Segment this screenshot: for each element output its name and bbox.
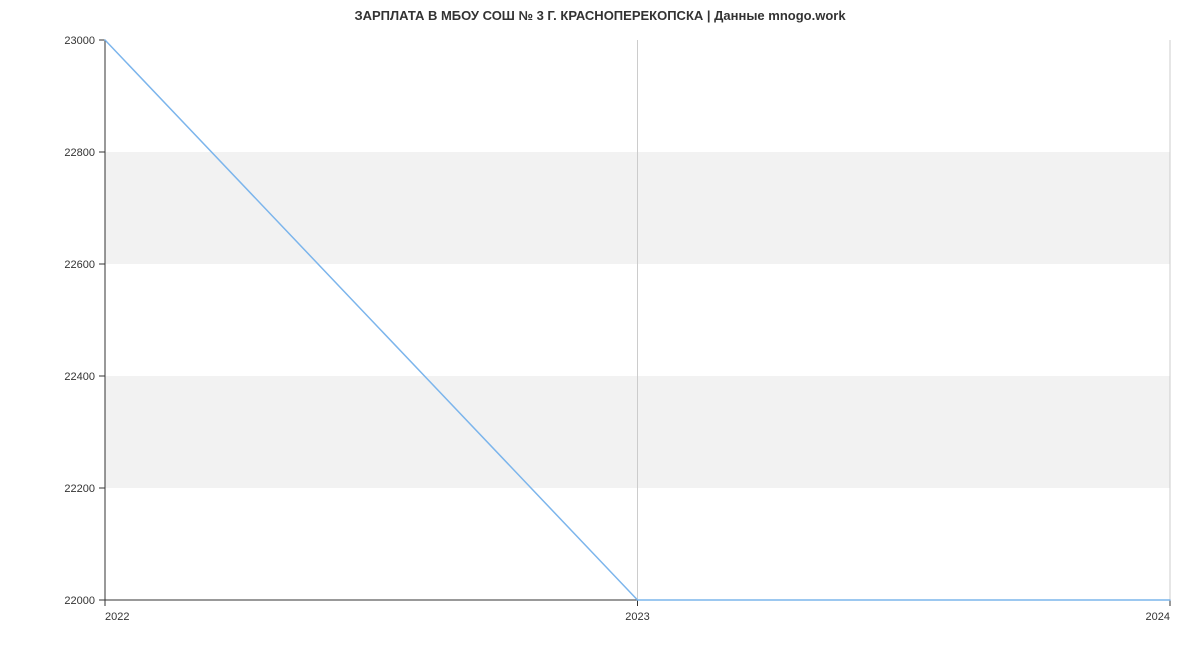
svg-text:22400: 22400 [64, 371, 95, 383]
svg-text:22600: 22600 [64, 259, 95, 271]
line-chart: 22000 22200 22400 22600 22800 23000 2022 2023 20… [0, 0, 1200, 650]
svg-text:22200: 22200 [64, 483, 95, 495]
svg-text:22800: 22800 [64, 147, 95, 159]
svg-text:2024: 2024 [1146, 611, 1170, 623]
svg-text:22000: 22000 [64, 595, 95, 607]
svg-text:2023: 2023 [625, 611, 649, 623]
svg-text:23000: 23000 [64, 35, 95, 47]
svg-text:2022: 2022 [105, 611, 129, 623]
